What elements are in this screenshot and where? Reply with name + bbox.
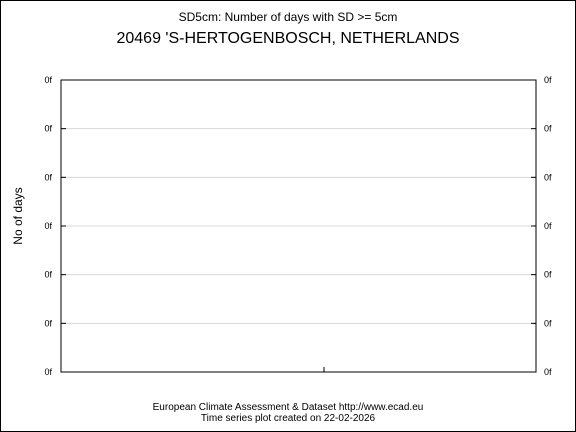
y-tick-label-right: 0f <box>544 367 552 377</box>
y-tick-label-right: 0f <box>544 221 552 231</box>
y-tick-label-right: 0f <box>544 172 552 182</box>
y-axis-right: 0f 0f 0f 0f 0f 0f 0f <box>531 75 552 377</box>
y-axis-label: No of days <box>11 187 25 244</box>
y-axis-left: 0f 0f 0f 0f 0f 0f 0f <box>44 75 66 377</box>
y-tick-label-right: 0f <box>544 75 552 85</box>
y-tick-label-right: 0f <box>544 124 552 134</box>
y-tick-label-right: 0f <box>544 270 552 280</box>
chart-title: 20469 'S-HERTOGENBOSCH, NETHERLANDS <box>116 30 459 47</box>
y-tick-label-left: 0f <box>44 221 52 231</box>
grid-layer <box>61 128 536 324</box>
y-tick-label-left: 0f <box>44 75 52 85</box>
chart-subtitle: SD5cm: Number of days with SD >= 5cm <box>179 10 398 24</box>
footer-created: Time series plot created on 22-02-2026 <box>201 413 376 424</box>
y-tick-label-left: 0f <box>44 124 52 134</box>
y-tick-label-left: 0f <box>44 318 52 328</box>
y-tick-label-right: 0f <box>544 318 552 328</box>
y-tick-label-left: 0f <box>44 270 52 280</box>
footer-source: European Climate Assessment & Dataset ht… <box>153 402 424 413</box>
y-tick-label-left: 0f <box>44 172 52 182</box>
y-tick-label-left: 0f <box>44 367 52 377</box>
